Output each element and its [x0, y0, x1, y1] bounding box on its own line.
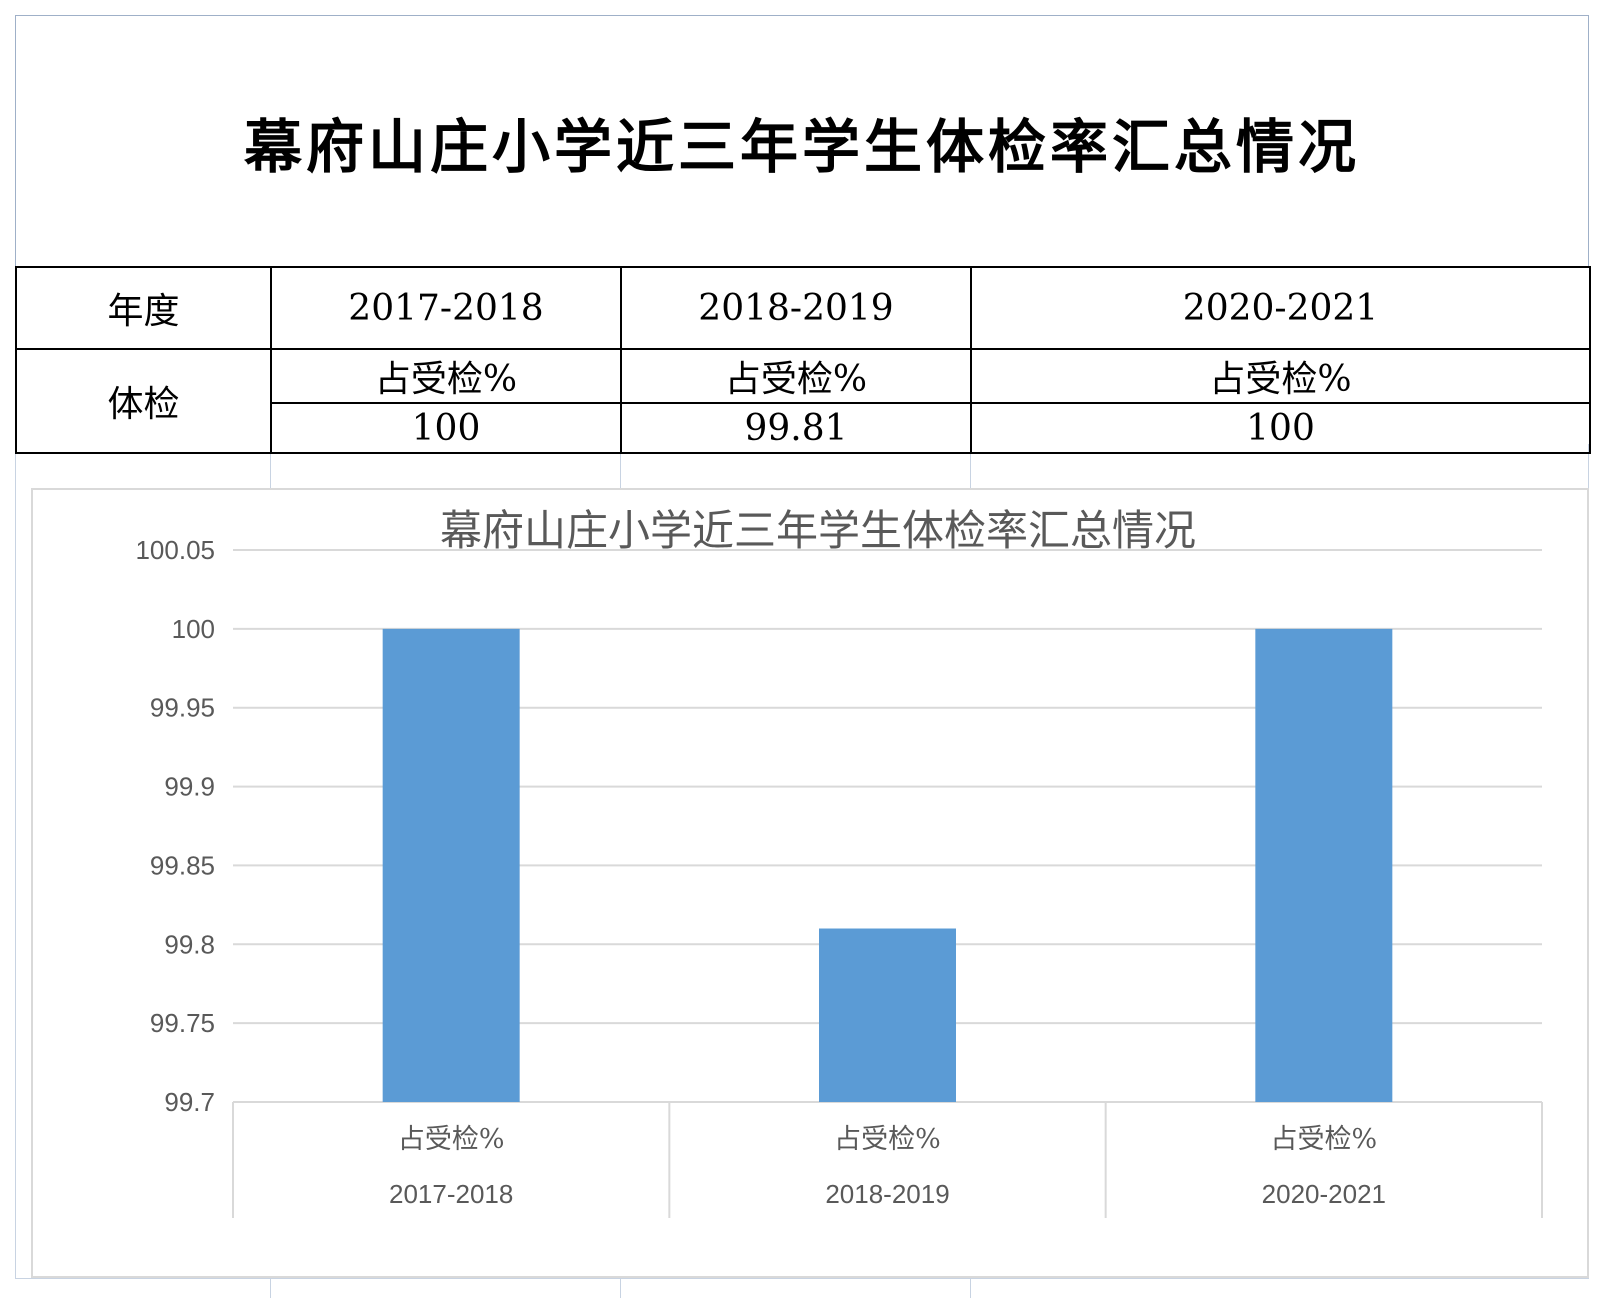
y-tick-label: 100.05	[135, 535, 215, 565]
y-tick-label: 99.9	[164, 772, 215, 802]
value-cell[interactable]: 100	[970, 402, 1591, 454]
value-cell[interactable]: 100	[270, 402, 622, 454]
x-category-label: 2020-2021	[1262, 1179, 1386, 1209]
bar-chart: 幕府山庄小学近三年学生体检率汇总情况 99.7 99.75 99.8 99.85 99.…	[135, 506, 1543, 1218]
year-cell[interactable]: 2020-2021	[970, 266, 1591, 350]
x-category-label: 2018-2019	[825, 1179, 949, 1209]
year-cell[interactable]: 2017-2018	[270, 266, 622, 350]
x-subcategory-label: 占受检%	[398, 1124, 505, 1155]
bar	[382, 628, 520, 1102]
y-tick-label: 99.85	[150, 850, 215, 880]
table-row: 年度 2017-2018 2018-2019 2020-2021	[15, 266, 1591, 350]
title-area	[15, 15, 1589, 267]
chart-container[interactable]: 幕府山庄小学近三年学生体检率汇总情况 99.7 99.75 99.8 99.85 99.…	[31, 488, 1589, 1278]
summary-table: 年度 2017-2018 2018-2019 2020-2021 体检 占受检%…	[15, 266, 1591, 454]
metric-label-cell[interactable]: 占受检%	[620, 348, 972, 404]
bar	[1255, 628, 1393, 1102]
y-tick-label: 100	[172, 614, 215, 644]
bar	[819, 928, 956, 1102]
row-header-year[interactable]: 年度	[15, 266, 272, 350]
table-row: 100 99.81 100	[16, 402, 1591, 454]
y-tick-label: 99.95	[150, 693, 215, 723]
y-tick-label: 99.75	[150, 1008, 215, 1038]
year-cell[interactable]: 2018-2019	[620, 266, 972, 350]
metric-label-cell[interactable]: 占受检%	[970, 348, 1591, 404]
y-tick-label: 99.8	[164, 929, 215, 959]
value-cell[interactable]: 99.81	[620, 402, 972, 454]
y-tick-label: 99.7	[164, 1087, 215, 1117]
metric-label-cell[interactable]: 占受检%	[270, 348, 622, 404]
document-title: 幕府山庄小学近三年学生体检率汇总情况	[243, 113, 1360, 181]
table-row: 体检 占受检% 占受检% 占受检%	[15, 348, 1591, 454]
row-header-exam[interactable]: 体检	[15, 348, 272, 454]
chart-title: 幕府山庄小学近三年学生体检率汇总情况	[440, 506, 1196, 555]
x-subcategory-label: 占受检%	[834, 1124, 941, 1155]
x-category-label: 2017-2018	[389, 1179, 513, 1209]
x-subcategory-label: 占受检%	[1271, 1124, 1378, 1155]
